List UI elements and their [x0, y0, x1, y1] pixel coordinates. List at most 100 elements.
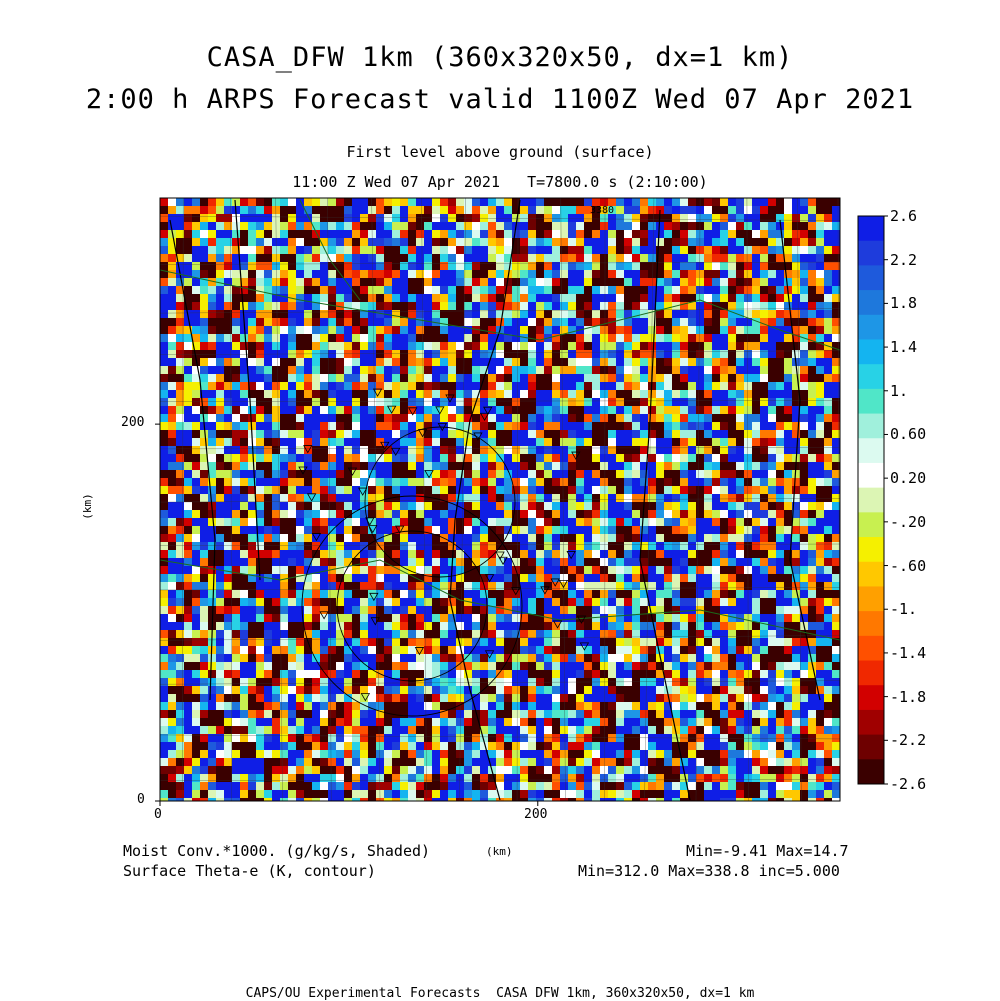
field-cell: [360, 438, 368, 446]
field-cell: [400, 342, 408, 350]
field-cell: [432, 518, 440, 526]
field-cell: [296, 550, 304, 558]
field-cell: [600, 246, 608, 254]
field-cell: [736, 326, 744, 334]
field-cell: [392, 342, 400, 350]
field-cell: [560, 526, 568, 534]
field-cell: [400, 502, 408, 510]
field-cell: [512, 246, 520, 254]
field-cell: [352, 398, 360, 406]
field-cell: [352, 382, 360, 390]
field-cell: [208, 518, 216, 526]
field-cell: [392, 454, 400, 462]
field-cell: [616, 494, 624, 502]
field-cell: [384, 630, 392, 638]
field-cell: [680, 622, 688, 630]
field-cell: [496, 518, 504, 526]
field-cell: [200, 214, 208, 222]
field-cell: [168, 374, 176, 382]
field-cell: [504, 206, 512, 214]
field-cell: [688, 582, 696, 590]
field-cell: [808, 278, 816, 286]
field-cell: [704, 222, 712, 230]
field-cell: [392, 590, 400, 598]
field-cell: [536, 646, 544, 654]
field-cell: [232, 318, 240, 326]
field-cell: [368, 622, 376, 630]
field-cell: [280, 254, 288, 262]
field-cell: [552, 614, 560, 622]
field-cell: [640, 590, 648, 598]
field-cell: [584, 510, 592, 518]
field-cell: [440, 246, 448, 254]
field-cell: [520, 222, 528, 230]
field-cell: [600, 398, 608, 406]
field-cell: [688, 518, 696, 526]
field-cell: [744, 438, 752, 446]
field-cell: [424, 662, 432, 670]
field-cell: [824, 270, 832, 278]
field-cell: [248, 494, 256, 502]
field-cell: [376, 214, 384, 222]
field-cell: [592, 198, 600, 206]
field-cell: [240, 430, 248, 438]
field-cell: [352, 574, 360, 582]
field-cell: [408, 534, 416, 542]
field-cell: [272, 326, 280, 334]
field-cell: [712, 430, 720, 438]
field-cell: [392, 550, 400, 558]
field-cell: [456, 358, 464, 366]
field-cell: [312, 430, 320, 438]
field-cell: [304, 550, 312, 558]
field-cell: [248, 262, 256, 270]
field-cell: [608, 294, 616, 302]
field-cell: [584, 270, 592, 278]
field-cell: [616, 310, 624, 318]
field-cell: [352, 566, 360, 574]
field-cell: [376, 542, 384, 550]
field-cell: [320, 214, 328, 222]
field-cell: [496, 446, 504, 454]
field-cell: [632, 550, 640, 558]
field-cell: [776, 630, 784, 638]
field-cell: [200, 254, 208, 262]
field-cell: [592, 206, 600, 214]
field-cell: [224, 326, 232, 334]
field-cell: [664, 598, 672, 606]
field-cell: [624, 654, 632, 662]
field-cell: [552, 406, 560, 414]
field-cell: [560, 518, 568, 526]
field-cell: [576, 526, 584, 534]
field-cell: [456, 318, 464, 326]
field-cell: [744, 454, 752, 462]
field-cell: [240, 238, 248, 246]
field-cell: [488, 614, 496, 622]
field-cell: [552, 326, 560, 334]
field-cell: [768, 550, 776, 558]
field-cell: [440, 414, 448, 422]
field-cell: [536, 254, 544, 262]
field-cell: [224, 638, 232, 646]
field-cell: [808, 262, 816, 270]
field-cell: [240, 246, 248, 254]
field-cell: [808, 294, 816, 302]
field-cell: [416, 198, 424, 206]
field-cell: [576, 246, 584, 254]
field-cell: [608, 574, 616, 582]
field-cell: [184, 662, 192, 670]
field-cell: [360, 334, 368, 342]
field-cell: [312, 262, 320, 270]
field-cell: [384, 230, 392, 238]
field-cell: [416, 566, 424, 574]
field-cell: [208, 558, 216, 566]
field-cell: [584, 238, 592, 246]
field-cell: [744, 358, 752, 366]
field-cell: [328, 622, 336, 630]
field-cell: [224, 486, 232, 494]
field-cell: [720, 390, 728, 398]
field-cell: [568, 214, 576, 222]
field-cell: [240, 366, 248, 374]
field-cell: [664, 534, 672, 542]
field-cell: [632, 454, 640, 462]
field-cell: [376, 470, 384, 478]
